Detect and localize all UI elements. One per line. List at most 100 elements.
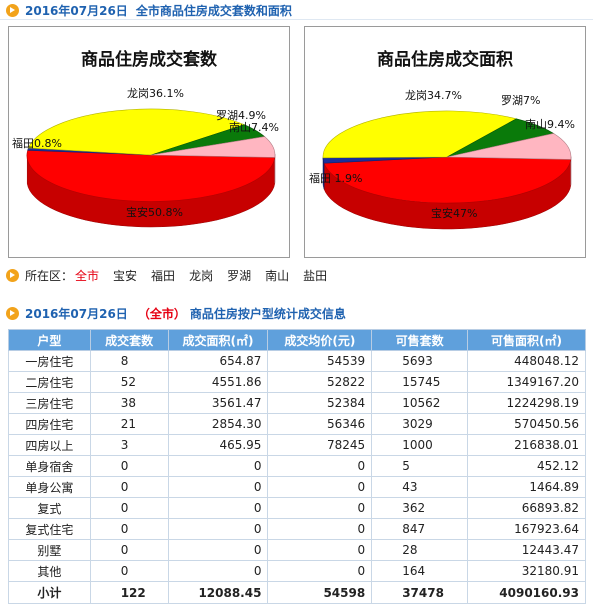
- cell-type: 单身公寓: [8, 476, 91, 498]
- total-cell-units-sold: 122: [89, 581, 169, 604]
- table-row: 复式住宅 0 0 0 847 167923.64: [8, 518, 586, 540]
- cell-units-sold: 0: [89, 497, 169, 519]
- cell-area-sold: 465.95: [167, 434, 269, 456]
- cell-avg-price: 0: [267, 497, 373, 519]
- pie-slice-龙岗: [322, 110, 518, 159]
- table-row: 二房住宅 52 4551.86 52822 15745 1349167.20: [8, 371, 586, 393]
- cell-units-available: 15745: [371, 371, 469, 393]
- chart-section-date: 2016年07月26日: [25, 3, 128, 18]
- cell-units-available: 362: [371, 497, 469, 519]
- cell-type: 其他: [8, 560, 91, 582]
- cell-avg-price: 52384: [267, 392, 373, 414]
- area-pie-svg: [322, 110, 572, 230]
- cell-avg-price: 56346: [267, 413, 373, 435]
- chart-title: 商品住房成交面积: [377, 50, 513, 70]
- cell-units-sold: 0: [89, 476, 169, 498]
- arrow-bullet-icon: [6, 306, 19, 320]
- district-longgang[interactable]: 龙岗: [189, 268, 214, 283]
- cell-units-sold: 38: [89, 392, 169, 414]
- cell-type: 四房住宅: [8, 413, 91, 435]
- cell-units-available: 5: [371, 455, 469, 477]
- cell-type: 单身宿舍: [8, 455, 91, 477]
- cell-units-sold: 0: [89, 518, 169, 540]
- district-selector: 所在区： 全市 宝安 福田 龙岗 罗湖 南山 盐田: [6, 266, 341, 284]
- district-luohu[interactable]: 罗湖: [227, 268, 252, 283]
- district-quanshi[interactable]: 全市: [75, 268, 100, 283]
- cell-units-sold: 8: [89, 350, 169, 372]
- district-yantian[interactable]: 盐田: [303, 268, 328, 283]
- units-pie-chart: 商品住房成交套数 龙岗36.1% 罗湖4.9% 南山7.4% 福田0.8% 宝安…: [8, 26, 290, 258]
- label-baoan: 宝安47%: [431, 207, 478, 220]
- cell-type: 四房以上: [8, 434, 91, 456]
- label-luohu: 罗湖4.9%: [216, 109, 266, 122]
- cell-area-available: 12443.47: [467, 539, 586, 561]
- cell-area-available: 570450.56: [467, 413, 586, 435]
- top-bar: [0, 0, 593, 20]
- table-row: 四房住宅 21 2854.30 56346 3029 570450.56: [8, 413, 586, 435]
- cell-units-sold: 52: [89, 371, 169, 393]
- cell-units-sold: 0: [89, 560, 169, 582]
- table-section-label: 商品住房按户型统计成交信息: [189, 306, 346, 321]
- label-longgang: 龙岗34.7%: [405, 89, 462, 102]
- district-nanshan[interactable]: 南山: [265, 268, 290, 283]
- cell-area-available: 452.12: [467, 455, 586, 477]
- total-cell-avg-price: 54598: [267, 581, 373, 604]
- chart-title: 商品住房成交套数: [81, 50, 217, 70]
- cell-area-available: 216838.01: [467, 434, 586, 456]
- col-header-units-available: 可售套数: [371, 329, 469, 351]
- units-pie-svg: [26, 108, 276, 228]
- table-section-scope: （全市）: [137, 306, 186, 321]
- cell-units-available: 5693: [371, 350, 469, 372]
- cell-avg-price: 0: [267, 560, 373, 582]
- cell-area-sold: 0: [167, 476, 269, 498]
- pie-slice-宝安: [323, 156, 572, 204]
- cell-units-sold: 0: [89, 455, 169, 477]
- cell-units-available: 1000: [371, 434, 469, 456]
- cell-units-available: 3029: [371, 413, 469, 435]
- col-header-area-sold: 成交面积(㎡): [167, 329, 269, 351]
- label-futian: 福田 1.9%: [309, 172, 363, 185]
- total-cell-units-available: 37478: [371, 581, 469, 604]
- cell-type: 二房住宅: [8, 371, 91, 393]
- cell-type: 别墅: [8, 539, 91, 561]
- cell-avg-price: 52822: [267, 371, 373, 393]
- cell-units-available: 28: [371, 539, 469, 561]
- cell-area-available: 32180.91: [467, 560, 586, 582]
- col-header-units-sold: 成交套数: [89, 329, 169, 351]
- cell-type: 复式: [8, 497, 91, 519]
- cell-area-sold: 654.87: [167, 350, 269, 372]
- cell-units-sold: 0: [89, 539, 169, 561]
- label-baoan: 宝安50.8%: [126, 206, 183, 219]
- label-nanshan: 南山7.4%: [229, 121, 279, 134]
- arrow-bullet-icon: [6, 268, 19, 282]
- cell-area-sold: 4551.86: [167, 371, 269, 393]
- cell-area-sold: 0: [167, 455, 269, 477]
- cell-area-sold: 0: [167, 497, 269, 519]
- cell-units-available: 43: [371, 476, 469, 498]
- cell-avg-price: 0: [267, 455, 373, 477]
- table-row: 四房以上 3 465.95 78245 1000 216838.01: [8, 434, 586, 456]
- pie-slice-南山: [150, 136, 276, 158]
- cell-units-available: 847: [371, 518, 469, 540]
- district-prefix: 所在区：: [25, 268, 74, 283]
- pie-slice-南山: [446, 133, 572, 160]
- cell-units-sold: 3: [89, 434, 169, 456]
- label-futian: 福田0.8%: [12, 137, 62, 150]
- cell-type: 一房住宅: [8, 350, 91, 372]
- arrow-bullet-icon: [6, 3, 19, 17]
- table-row: 单身宿舍 0 0 0 5 452.12: [8, 455, 586, 477]
- table-section-date: 2016年07月26日: [25, 306, 128, 321]
- chart-section-title: 2016年07月26日 全市商品住房成交套数和面积: [6, 1, 292, 19]
- total-cell-type: 小计: [8, 581, 91, 604]
- label-nanshan: 南山9.4%: [525, 118, 575, 131]
- table-total-row: 小计 122 12088.45 54598 37478 4090160.93: [8, 581, 586, 604]
- cell-area-sold: 3561.47: [167, 392, 269, 414]
- col-header-avg-price: 成交均价(元): [267, 329, 373, 351]
- cell-units-sold: 21: [89, 413, 169, 435]
- label-luohu: 罗湖7%: [501, 94, 541, 107]
- district-baoan[interactable]: 宝安: [113, 268, 138, 283]
- total-cell-area-sold: 12088.45: [167, 581, 269, 604]
- cell-area-sold: 0: [167, 539, 269, 561]
- district-futian[interactable]: 福田: [151, 268, 176, 283]
- pie-slice-宝安: [26, 149, 276, 202]
